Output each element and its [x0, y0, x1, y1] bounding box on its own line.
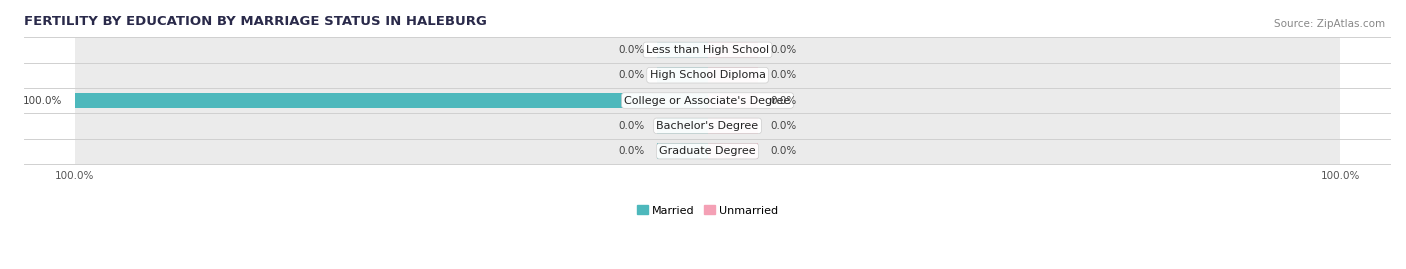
Text: 0.0%: 0.0%	[770, 95, 797, 105]
Text: 0.0%: 0.0%	[619, 45, 644, 55]
Text: 0.0%: 0.0%	[619, 121, 644, 131]
Bar	[657, 143, 707, 159]
Bar	[707, 42, 758, 58]
Bar	[707, 118, 758, 134]
Text: 0.0%: 0.0%	[619, 146, 644, 156]
Text: FERTILITY BY EDUCATION BY MARRIAGE STATUS IN HALEBURG: FERTILITY BY EDUCATION BY MARRIAGE STATU…	[24, 15, 486, 28]
Bar	[707, 93, 758, 108]
Text: High School Diploma: High School Diploma	[650, 70, 765, 80]
Bar	[707, 67, 758, 83]
Bar	[75, 63, 1340, 88]
Legend: Married, Unmarried: Married, Unmarried	[633, 201, 783, 220]
Bar	[657, 42, 707, 58]
Bar	[75, 113, 1340, 139]
Text: Graduate Degree: Graduate Degree	[659, 146, 756, 156]
Bar	[75, 88, 1340, 113]
Bar	[75, 37, 1340, 63]
Text: 0.0%: 0.0%	[770, 121, 797, 131]
Text: 0.0%: 0.0%	[619, 70, 644, 80]
Text: 100.0%: 100.0%	[22, 95, 62, 105]
Bar	[657, 67, 707, 83]
Text: Less than High School: Less than High School	[645, 45, 769, 55]
Bar	[707, 143, 758, 159]
Text: College or Associate's Degree: College or Associate's Degree	[624, 95, 790, 105]
Text: 0.0%: 0.0%	[770, 45, 797, 55]
Bar	[75, 139, 1340, 164]
Bar	[75, 93, 707, 108]
Text: Bachelor's Degree: Bachelor's Degree	[657, 121, 759, 131]
Text: Source: ZipAtlas.com: Source: ZipAtlas.com	[1274, 19, 1385, 29]
Text: 0.0%: 0.0%	[770, 70, 797, 80]
Text: 0.0%: 0.0%	[770, 146, 797, 156]
Bar	[657, 118, 707, 134]
